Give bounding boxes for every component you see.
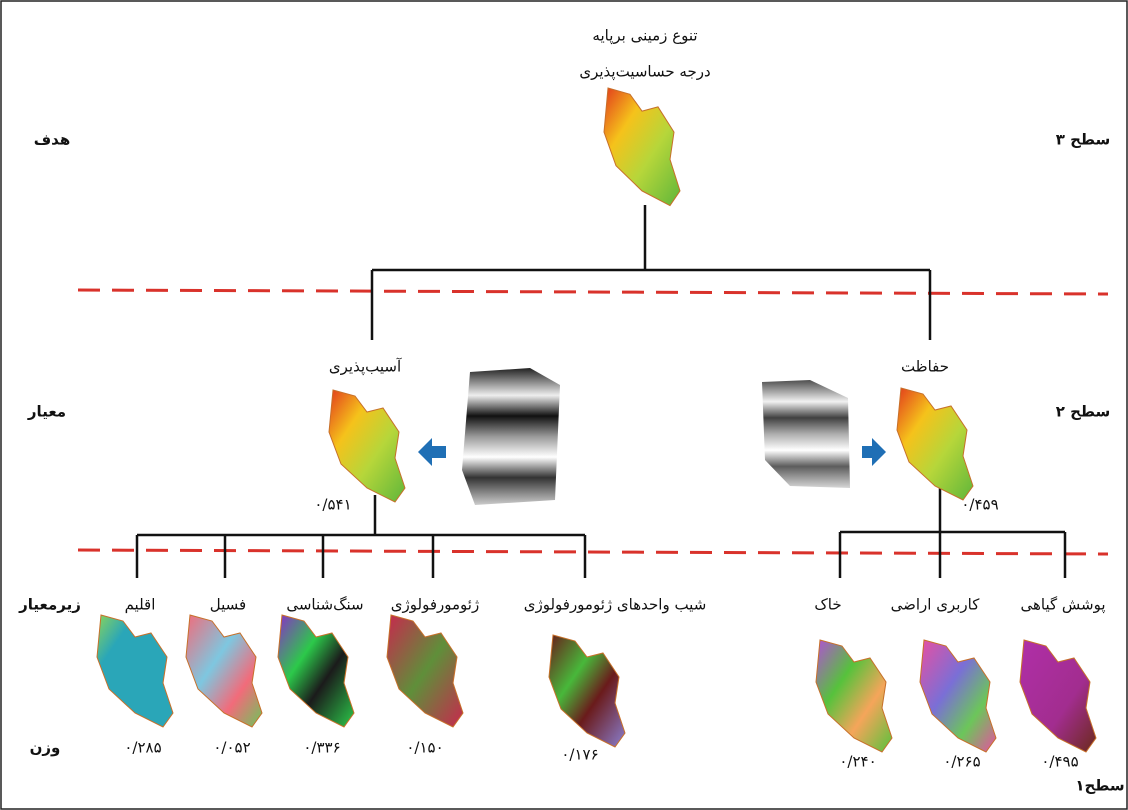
subcriterion-weight: ۰/۲۸۵ xyxy=(124,739,161,757)
bw-map xyxy=(462,368,560,505)
subcriterion-label: پوشش گیاهی xyxy=(1020,596,1105,615)
subcriterion-label: شیب واحدهای ژئومورفولوژی xyxy=(524,596,707,614)
tree-lines xyxy=(135,205,1067,578)
criterion-weight: ۰/۴۵۹ xyxy=(961,496,998,514)
level-label: هدف xyxy=(34,131,71,149)
subcriterion-label: خاک xyxy=(814,596,841,614)
criterion-label: آسیب‌پذیری xyxy=(329,358,402,377)
level-number: سطح۱ xyxy=(1075,777,1124,795)
bw-map xyxy=(762,380,850,488)
subcriterion-weight: ۰/۲۴۰ xyxy=(839,753,876,771)
subcriterion-map xyxy=(185,614,263,728)
level-label: وزن xyxy=(30,739,61,757)
separator xyxy=(77,548,1109,556)
subcriterion-label: اقلیم xyxy=(125,596,156,614)
subcriterion-map xyxy=(548,634,626,748)
level-label: زیرمعیار xyxy=(18,596,81,614)
criterion-map xyxy=(328,389,406,503)
level-label: معیار xyxy=(27,403,66,421)
subcriterion-label: ژئومورفولوژی xyxy=(391,596,479,614)
criterion-label: حفاظت xyxy=(901,358,949,376)
goal-map xyxy=(603,87,681,207)
criterion-map xyxy=(896,387,974,501)
subcriterion-map xyxy=(1019,639,1097,753)
arrow xyxy=(418,438,446,466)
subcriterion-weight: ۰/۱۵۰ xyxy=(406,739,443,757)
subcriterion-map xyxy=(919,639,997,753)
subcriterion-weight: ۰/۲۶۵ xyxy=(943,753,980,771)
subcriterion-map xyxy=(277,614,355,728)
arrow xyxy=(862,438,886,466)
goal-title: تنوع زمینی برپایه xyxy=(592,27,697,46)
level-number: سطح ۲ xyxy=(1056,403,1111,421)
subcriterion-weight: ۰/۳۳۶ xyxy=(303,739,340,757)
level-number: سطح ۳ xyxy=(1056,131,1111,149)
goal-title: درجه حساسیت‌پذیری xyxy=(579,63,710,82)
subcriterion-map xyxy=(386,614,464,728)
subcriterion-label: فسیل xyxy=(210,596,246,614)
separator xyxy=(77,288,1109,296)
subcriterion-weight: ۰/۴۹۵ xyxy=(1041,753,1078,771)
subcriterion-weight: ۰/۰۵۲ xyxy=(213,739,250,757)
subcriterion-weight: ۰/۱۷۶ xyxy=(561,746,598,764)
subcriterion-label: سنگ‌شناسی xyxy=(286,596,363,614)
criterion-weight: ۰/۵۴۱ xyxy=(314,496,351,514)
subcriterion-map xyxy=(96,614,174,728)
subcriterion-map xyxy=(815,639,893,753)
subcriterion-label: کاربری اراضی xyxy=(891,596,981,614)
